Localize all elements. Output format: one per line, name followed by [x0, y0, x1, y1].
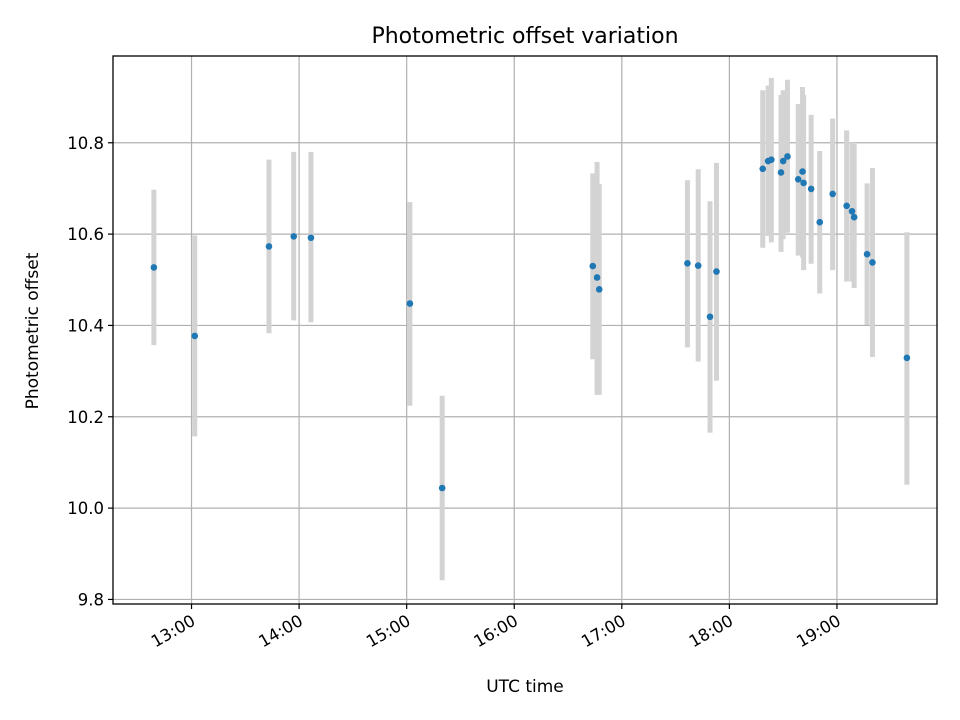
x-tick-label: 18:00: [686, 611, 737, 651]
data-point: [800, 179, 807, 187]
data-point: [694, 262, 702, 269]
x-axis: 13:00 14:00 15:00 16:00 17:00 18:00 19:00: [148, 604, 844, 651]
data-point: [903, 354, 911, 362]
data-point: [863, 250, 871, 258]
data-point: [713, 268, 720, 275]
data-point: [843, 202, 850, 210]
data-point: [799, 168, 806, 175]
data-point: [706, 313, 714, 321]
data-point: [848, 207, 856, 215]
x-tick-label: 13:00: [148, 611, 199, 651]
y-axis-label: Photometric offset: [23, 252, 43, 409]
y-tick-label: 10.6: [67, 225, 104, 244]
y-tick-label: 10.4: [67, 316, 104, 335]
data-point: [684, 260, 691, 267]
data-point: [807, 185, 815, 193]
chart-title: Photometric offset variation: [371, 24, 678, 49]
data-point: [406, 300, 414, 307]
x-tick-label: 16:00: [471, 611, 522, 651]
data-point: [850, 213, 858, 221]
y-tick-label: 10.8: [67, 134, 104, 153]
y-tick-label: 10.0: [67, 499, 104, 518]
x-tick-label: 17:00: [578, 611, 629, 651]
data-point: [307, 234, 315, 242]
x-tick-label: 19:00: [793, 611, 844, 651]
data-point: [438, 484, 446, 492]
x-tick-label: 14:00: [255, 611, 306, 651]
data-point: [816, 218, 824, 226]
data-point: [290, 233, 298, 240]
data-point: [589, 262, 597, 270]
data-point: [794, 176, 802, 183]
x-tick-label: 15:00: [363, 611, 414, 651]
data-point: [777, 169, 785, 176]
data-point: [265, 243, 273, 250]
data-point: [593, 274, 601, 281]
data-point: [829, 190, 836, 198]
y-tick-label: 9.8: [78, 590, 104, 609]
data-points: [150, 153, 911, 492]
data-point: [759, 165, 767, 173]
data-point: [768, 156, 775, 163]
error-bars: [151, 77, 910, 581]
plot-frame: [112, 55, 938, 605]
data-point: [150, 264, 158, 271]
data-point: [869, 259, 876, 266]
data-point: [191, 332, 199, 340]
data-point: [595, 286, 603, 293]
data-point: [784, 153, 791, 160]
y-axis: 9.8 10.0 10.2 10.4 10.6 10.8: [67, 134, 113, 609]
y-tick-label: 10.2: [67, 408, 104, 427]
x-axis-label: UTC time: [486, 677, 564, 697]
data-point: [779, 157, 787, 165]
